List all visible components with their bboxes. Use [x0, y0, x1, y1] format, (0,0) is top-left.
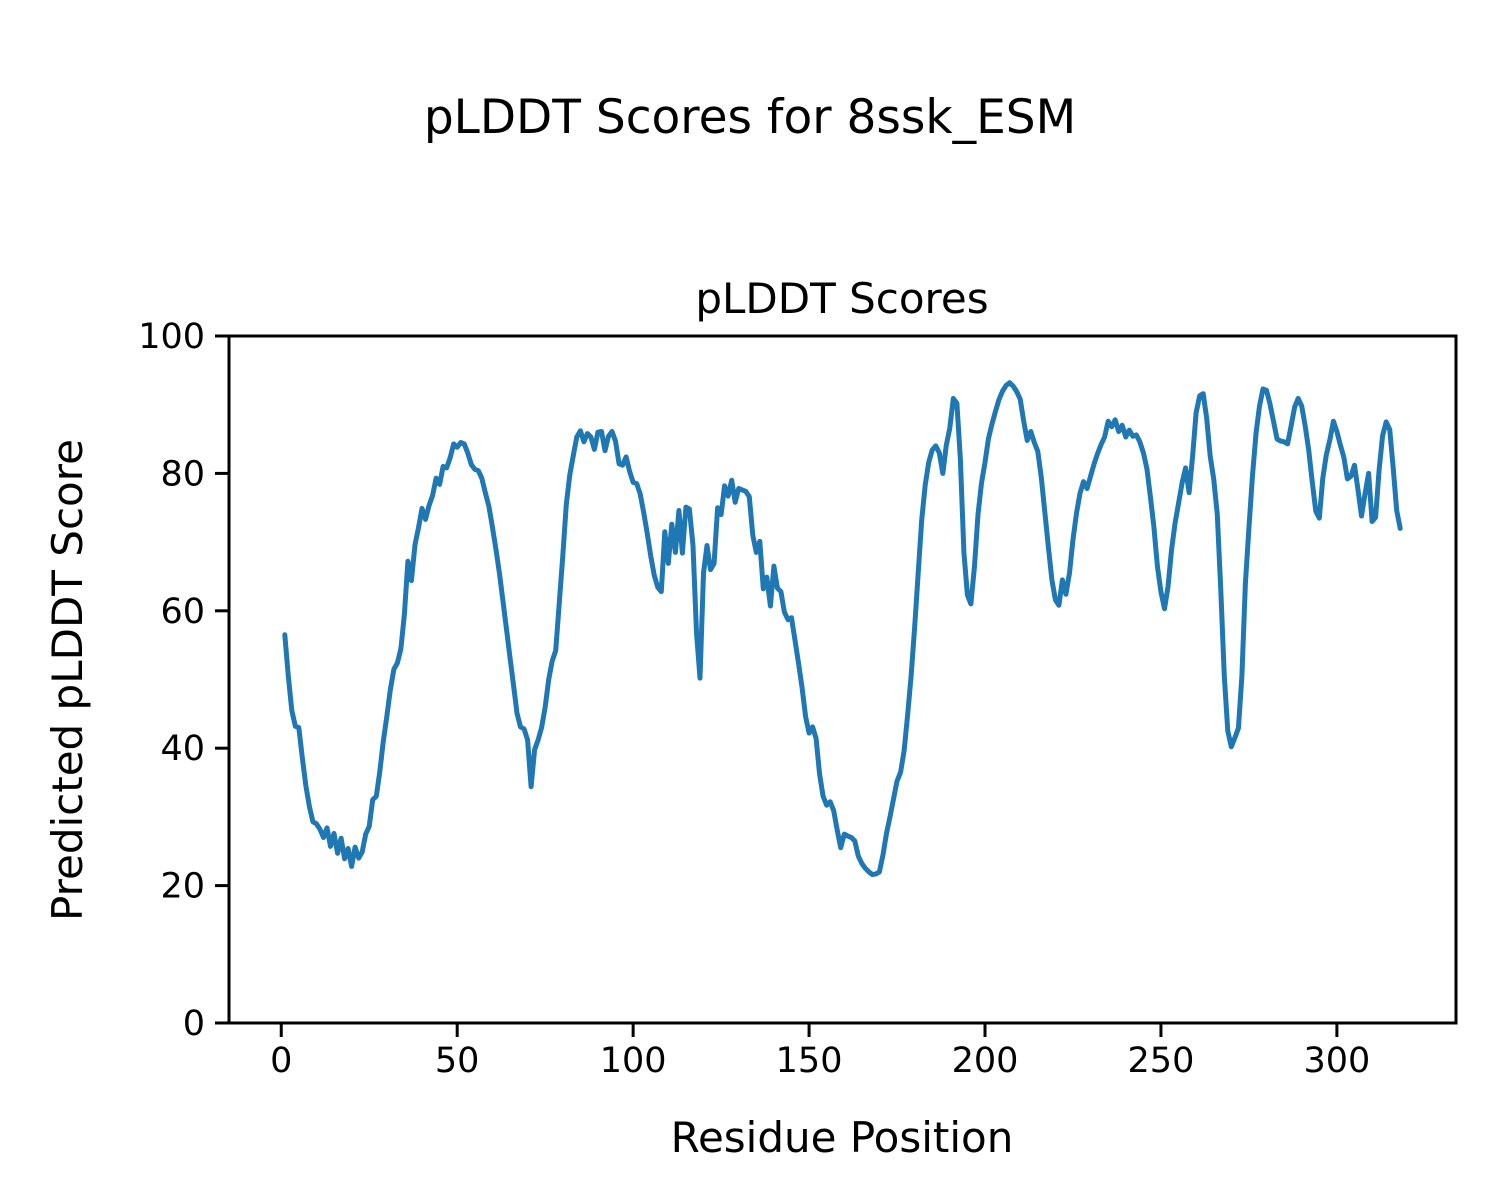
x-axis-label: Residue Position: [671, 1113, 1014, 1162]
x-tick-label: 0: [270, 1041, 292, 1081]
y-axis-tick-labels: 0 20 40 60 80 100: [138, 317, 205, 1044]
y-tick-label: 0: [183, 1004, 205, 1044]
figure-title: pLDDT Scores for 8ssk_ESM: [424, 90, 1076, 145]
axes-title: pLDDT Scores: [695, 274, 988, 323]
y-axis-ticks: [215, 334, 229, 1025]
y-tick-label: 80: [160, 454, 205, 494]
x-tick-label: 150: [776, 1041, 843, 1081]
y-tick-label: 100: [138, 317, 205, 357]
x-tick-label: 200: [952, 1041, 1019, 1081]
x-tick-label: 250: [1128, 1041, 1195, 1081]
y-axis-label: Predicted pLDDT Score: [43, 439, 92, 921]
x-tick-label: 50: [435, 1041, 480, 1081]
x-tick-label: 300: [1303, 1041, 1370, 1081]
x-axis-ticks: [279, 1023, 1339, 1037]
y-tick-label: 40: [160, 729, 205, 769]
x-tick-label: 100: [600, 1041, 667, 1081]
y-tick-label: 20: [160, 867, 205, 907]
plddt-score-line: [282, 380, 1403, 878]
x-axis-tick-labels: 0 50 100 150 200 250 300: [270, 1041, 1370, 1081]
plot-area-spines: [227, 334, 1458, 1025]
y-tick-label: 60: [160, 592, 205, 632]
